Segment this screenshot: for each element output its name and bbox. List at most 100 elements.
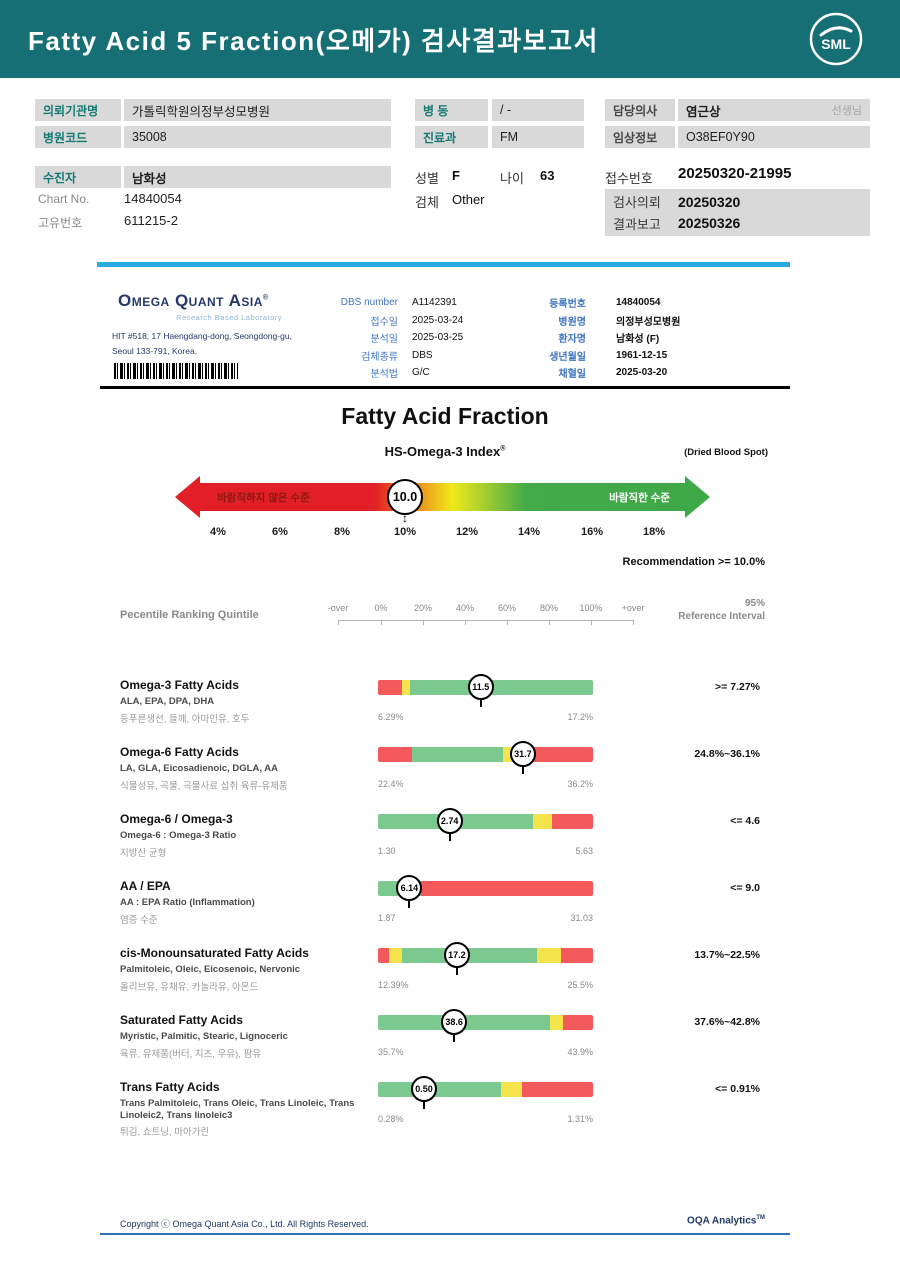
table-row: 분석법 G/C xyxy=(328,364,463,382)
table-label: 분석일 xyxy=(370,334,398,346)
barcode xyxy=(114,363,238,379)
table-label: 생년월일 xyxy=(549,351,586,363)
bar-segment-red xyxy=(552,814,593,829)
value-marker: 31.7 xyxy=(509,741,536,767)
doctor-suffix: 선생님 xyxy=(831,105,862,117)
axis-label: 60% xyxy=(497,603,517,613)
analyte-title: Trans Fatty Acids xyxy=(120,1080,220,1094)
axis-label: 100% xyxy=(579,603,603,613)
bar-segment-red xyxy=(378,747,413,762)
scale-label: 4% xyxy=(210,526,226,538)
fatty-acid-row: Trans Fatty Acids Trans Palmitoleic, Tran… xyxy=(100,1076,790,1147)
table-value: 2025-03-24 xyxy=(412,314,464,326)
label-chart-no: Chart No. xyxy=(38,192,90,206)
analyte-components: Omega-6 : Omega-3 Ratio xyxy=(120,830,237,841)
bar-segment-red xyxy=(562,1015,593,1030)
request-report-panel: 검사의뢰 20250320 결과보고 20250326 xyxy=(605,189,870,236)
label-department: 진료과 xyxy=(415,126,488,148)
range-min: 0.28% xyxy=(378,1114,404,1124)
analyte-korean-sources: 올리브유, 유채유, 카놀라유, 아몬드 xyxy=(120,981,259,993)
gauge-desirable-label: 바람직한 수준 xyxy=(609,492,670,504)
table-value: A1142391 xyxy=(412,297,457,309)
omega-quant-logo-text: Omega Quant Asia xyxy=(118,291,263,310)
analyte-title: Omega-3 Fatty Acids xyxy=(120,678,239,692)
reference-interval: <= 9.0 xyxy=(730,882,760,894)
table-value: 1961-12-15 xyxy=(616,349,668,361)
reference-interval-text: Reference Interval xyxy=(678,611,765,622)
quintile-heading: Pecentile Ranking Quintile xyxy=(120,609,259,621)
analyte-components: LA, GLA, Eicosadienoic, DGLA, AA xyxy=(120,763,278,774)
registered-mark: ® xyxy=(262,294,269,302)
label-ward: 병 동 xyxy=(415,99,488,121)
analyte-labels: Omega-6 Fatty Acids LA, GLA, Eicosadienoi… xyxy=(120,745,372,792)
reference-interval: 24.8%~36.1% xyxy=(694,748,760,760)
updown-arrow-icon: ↕ xyxy=(402,511,408,525)
analyte-components: Trans Palmitoleic, Trans Oleic, Trans Li… xyxy=(120,1098,355,1121)
table-value: DBS xyxy=(412,349,433,361)
table-value: 2025-03-20 xyxy=(616,367,668,379)
bar-segment-red xyxy=(421,881,593,896)
value-requesting-org: 가톨릭학원의정부성모병원 xyxy=(124,99,391,121)
fatty-acid-row: Omega-6 / Omega-3 Omega-6 : Omega-3 Ratio… xyxy=(100,808,790,879)
value-chart-no: 14840054 xyxy=(124,191,182,206)
bar-segment-red xyxy=(532,747,593,762)
request-date-row: 검사의뢰 20250320 xyxy=(613,192,862,211)
specimen-info-table: DBS number A1142391 접수일 2025-03-24 분석일 2025… xyxy=(328,294,463,382)
table-label: DBS number xyxy=(340,297,398,309)
analyte-title: AA / EPA xyxy=(120,879,171,893)
fatty-acid-row: Omega-6 Fatty Acids LA, GLA, Eicosadienoi… xyxy=(100,741,790,812)
analyte-title: cis-Monounsaturated Fatty Acids xyxy=(120,946,309,960)
subtitle-text: HS-Omega-3 Index xyxy=(384,444,501,459)
percentile-axis-line xyxy=(338,620,634,625)
fatty-acid-row: AA / EPA AA : EPA Ratio (Inflammation) 염증 … xyxy=(100,875,790,946)
table-row: 접수일 2025-03-24 xyxy=(328,312,463,330)
axis-label: 80% xyxy=(539,603,559,613)
analyte-korean-sources: 튀김, 쇼트닝, 마아가린 xyxy=(120,1127,210,1138)
trademark-mark: TM xyxy=(756,1215,765,1221)
reference-interval-pct: 95% xyxy=(744,598,765,609)
scale-label: 6% xyxy=(272,526,288,538)
reference-interval: 37.6%~42.8% xyxy=(694,1016,760,1028)
range-max: 43.9% xyxy=(567,1047,593,1057)
doctor-name: 염근상 xyxy=(686,104,721,119)
reference-interval: 13.7%~22.5% xyxy=(694,949,760,961)
marker-pin xyxy=(448,832,451,841)
table-label: 검체종류 xyxy=(361,351,398,363)
dried-blood-spot-note: (Dried Blood Spot) xyxy=(684,447,768,458)
reference-interval: >= 7.27% xyxy=(715,681,760,693)
marker-pin xyxy=(479,698,482,707)
value-marker: 6.14 xyxy=(396,875,423,901)
table-label: 분석법 xyxy=(370,369,398,381)
value-result-date: 20250326 xyxy=(678,215,741,232)
label-receipt-no: 접수번호 xyxy=(605,171,653,186)
quintile-bar xyxy=(378,680,593,695)
range-max: 17.2% xyxy=(567,712,593,722)
bar-segment-green xyxy=(412,747,503,762)
label-specimen: 검체 xyxy=(415,195,439,210)
analyte-labels: cis-Monounsaturated Fatty Acids Palmitole… xyxy=(120,946,372,993)
value-sex: F xyxy=(452,168,460,183)
axis-label: 0% xyxy=(374,603,388,613)
table-label: 환자명 xyxy=(558,334,586,346)
analyte-korean-sources: 등푸른생선, 들깨, 아마인유, 호두 xyxy=(120,713,250,725)
axis-label: 20% xyxy=(413,603,433,613)
range-max: 31.03 xyxy=(570,913,593,923)
analyte-korean-sources: 식물성유, 곡물, 곡물사료 섭취 육류-유제품 xyxy=(120,780,288,792)
value-unique-no: 611215-2 xyxy=(124,213,178,228)
brand-text: OQA Analytics xyxy=(687,1215,757,1227)
value-department: FM xyxy=(492,126,584,148)
patient-info-table: 등록번호 14840054 병원명 의정부성모병원 환자명 남화성 (F) 생년월일 1… xyxy=(538,294,680,382)
value-hospital-code: 35008 xyxy=(124,126,391,148)
value-marker: 11.5 xyxy=(467,674,494,700)
omega3-index-gauge: 바람직하지 않은 수준 바람직한 수준 10.0 ↕ xyxy=(175,474,710,525)
analyte-components: AA : EPA Ratio (Inflammation) xyxy=(120,897,255,908)
label-patient: 수진자 xyxy=(35,166,121,188)
table-label: 등록번호 xyxy=(549,299,586,311)
analyte-labels: AA / EPA AA : EPA Ratio (Inflammation) 염증 … xyxy=(120,879,372,926)
bar-range: 35.7% 43.9% xyxy=(378,1047,593,1057)
value-specimen: Other xyxy=(452,192,485,207)
sml-logo-icon: SML xyxy=(809,12,863,66)
header-banner: Fatty Acid 5 Fraction(오메가) 검사결과보고서 SML xyxy=(0,0,900,78)
quintile-bar xyxy=(378,1082,593,1097)
